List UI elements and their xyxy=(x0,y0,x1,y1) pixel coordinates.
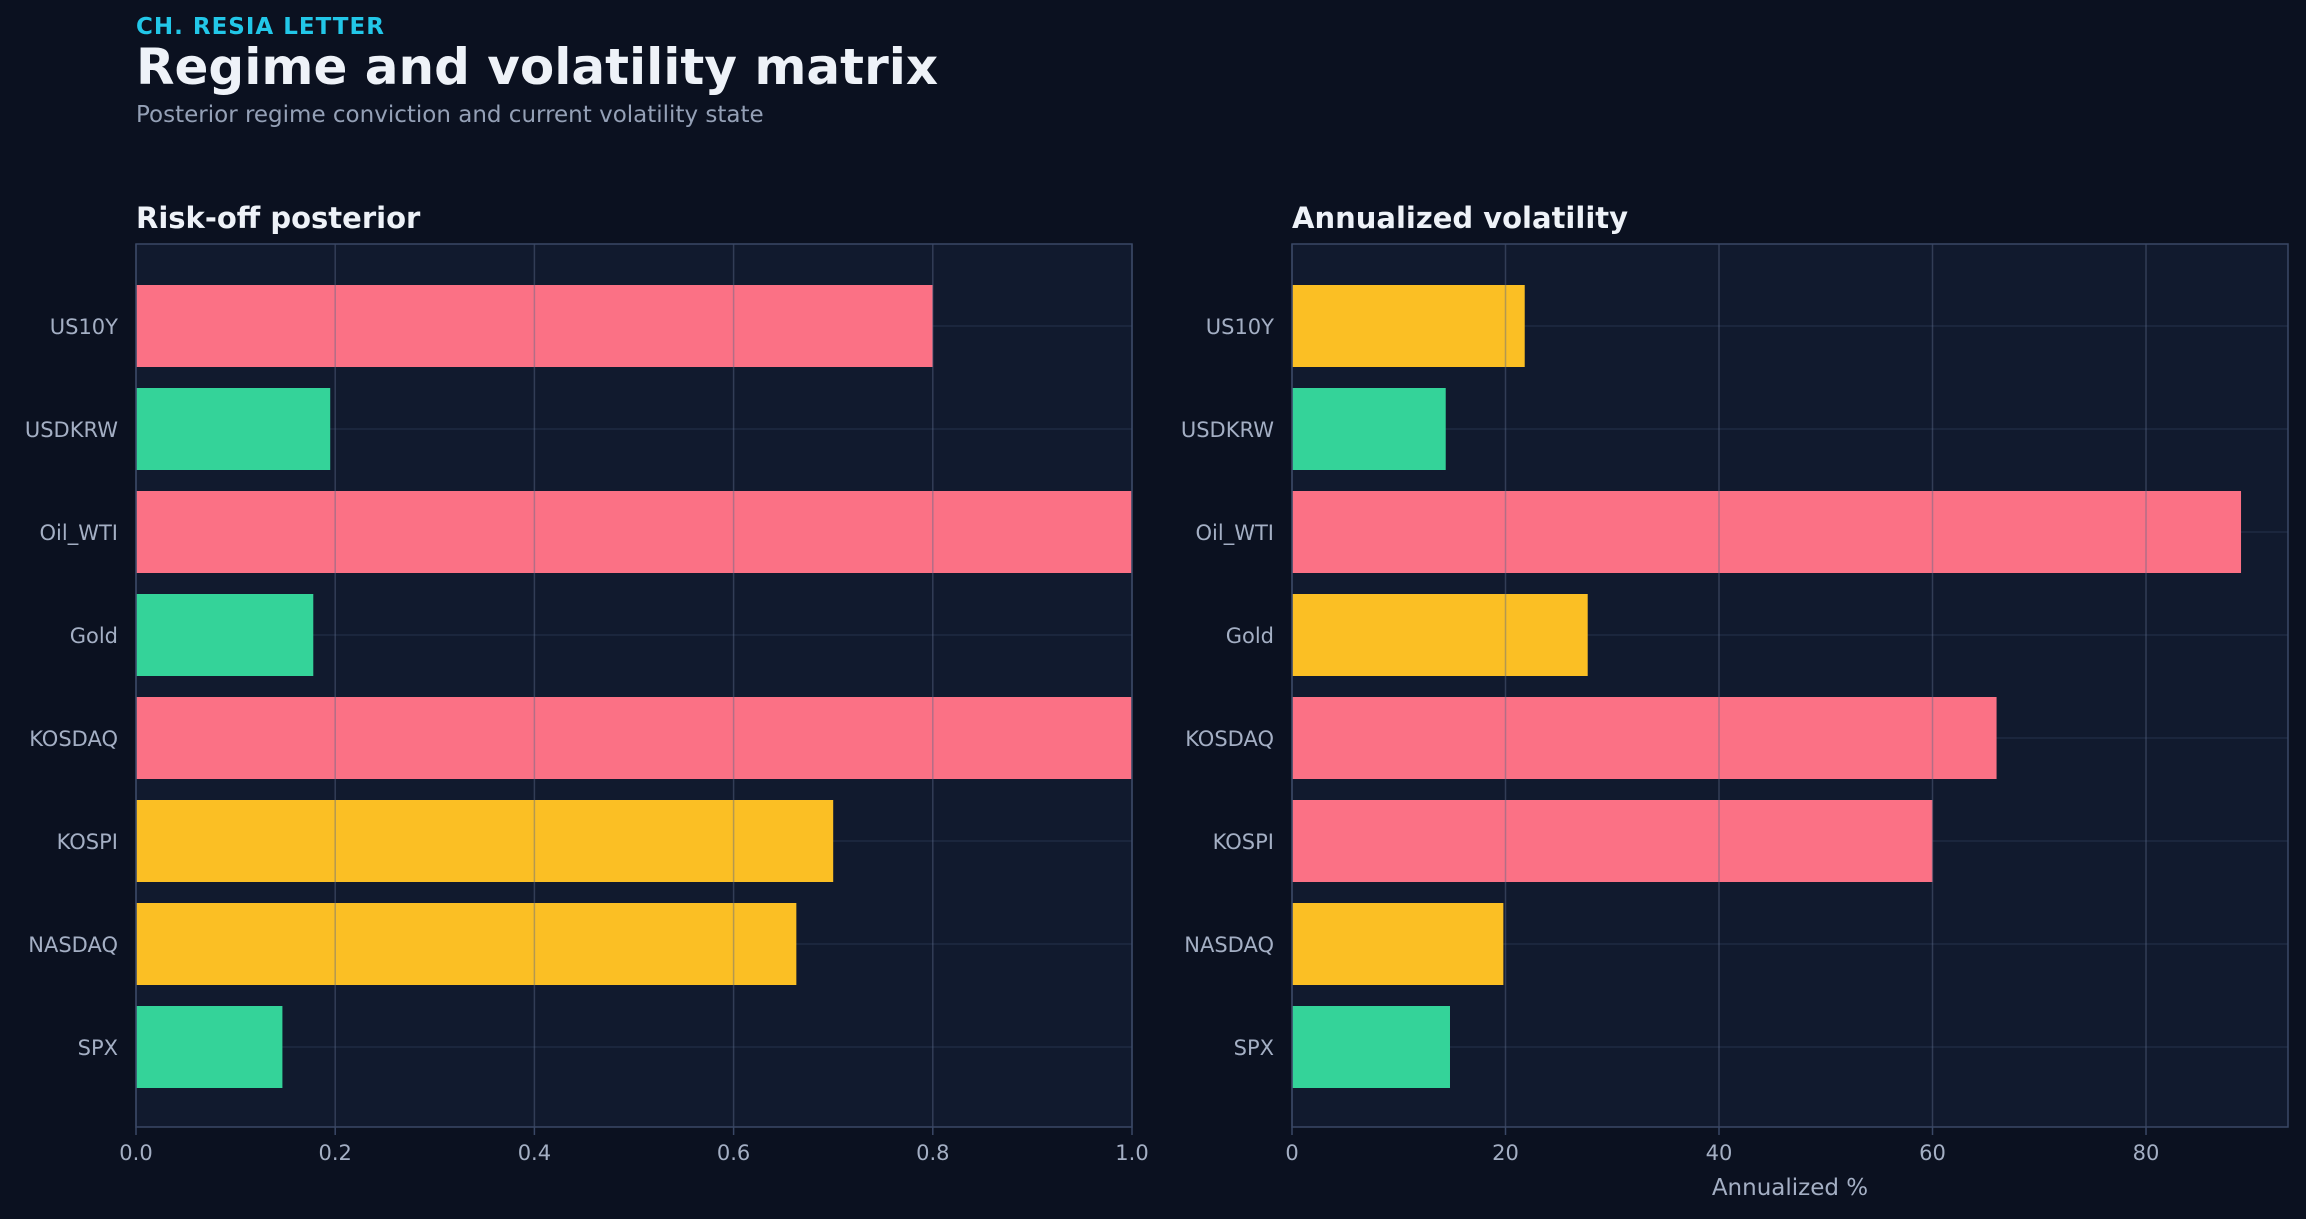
page-title: Regime and volatility matrix xyxy=(136,38,939,96)
x-tick-label: 0.4 xyxy=(518,1141,551,1165)
x-tick-label: 0 xyxy=(1285,1141,1298,1165)
category-label: NASDAQ xyxy=(1184,933,1274,957)
category-label: USDKRW xyxy=(25,418,118,442)
plot-area xyxy=(1292,244,2288,1127)
category-label: KOSPI xyxy=(1213,830,1274,854)
x-tick-label: 20 xyxy=(1492,1141,1519,1165)
category-label: Oil_WTI xyxy=(1196,521,1274,546)
category-label: Oil_WTI xyxy=(40,521,118,546)
category-label: NASDAQ xyxy=(28,933,118,957)
category-label: KOSDAQ xyxy=(29,727,118,751)
bar-kosdaq xyxy=(1292,697,1997,779)
category-label: KOSPI xyxy=(57,830,118,854)
chart-panel-2: Annualized volatility US10Y USDKRW Oil_WTI G… xyxy=(1181,201,2289,1201)
page-subtitle: Posterior regime conviction and current … xyxy=(136,102,764,128)
category-label: Gold xyxy=(1226,624,1274,648)
category-label: US10Y xyxy=(50,315,118,339)
bar-us10y xyxy=(1292,285,1525,367)
bar-kospi xyxy=(1292,800,1933,882)
bar-nasdaq xyxy=(1292,903,1504,985)
bars xyxy=(136,285,1132,1088)
bar-usdkrw xyxy=(136,388,331,470)
x-axis-label: Annualized % xyxy=(1712,1175,1868,1201)
bar-kosdaq xyxy=(136,697,1132,779)
bar-nasdaq xyxy=(136,903,797,985)
bars xyxy=(1292,285,2242,1088)
kicker-label: CH. RESIA LETTER xyxy=(136,14,385,40)
category-label: US10Y xyxy=(1206,315,1274,339)
plot-border xyxy=(1291,243,2289,1128)
bar-us10y xyxy=(136,285,933,367)
bar-spx xyxy=(136,1006,283,1088)
bar-oil-wti xyxy=(136,491,1132,573)
bar-gold xyxy=(1292,594,1588,676)
x-tick-label: 0.8 xyxy=(916,1141,949,1165)
category-label: SPX xyxy=(1234,1036,1274,1060)
bar-usdkrw xyxy=(1292,388,1446,470)
bar-gold xyxy=(136,594,314,676)
bar-kospi xyxy=(136,800,834,882)
x-tick-label: 80 xyxy=(2133,1141,2160,1165)
plot-border xyxy=(135,243,1133,1128)
x-tick-label: 60 xyxy=(1919,1141,1946,1165)
bar-spx xyxy=(1292,1006,1450,1088)
category-label: SPX xyxy=(78,1036,118,1060)
plot-area xyxy=(136,244,1132,1127)
category-label: Gold xyxy=(70,624,118,648)
chart-title: Annualized volatility xyxy=(1292,201,1628,235)
x-tick-label: 0.2 xyxy=(318,1141,351,1165)
chart-panel-1: Risk-off posterior US10Y USDKRW Oil_WTI Gold… xyxy=(25,201,1149,1165)
x-tick-label: 1.0 xyxy=(1115,1141,1148,1165)
bar-oil-wti xyxy=(1292,491,2242,573)
x-tick-label: 0.6 xyxy=(717,1141,750,1165)
x-tick-label: 40 xyxy=(1706,1141,1733,1165)
chart-title: Risk-off posterior xyxy=(136,201,421,235)
x-tick-label: 0.0 xyxy=(119,1141,152,1165)
category-label: USDKRW xyxy=(1181,418,1274,442)
category-label: KOSDAQ xyxy=(1185,727,1274,751)
